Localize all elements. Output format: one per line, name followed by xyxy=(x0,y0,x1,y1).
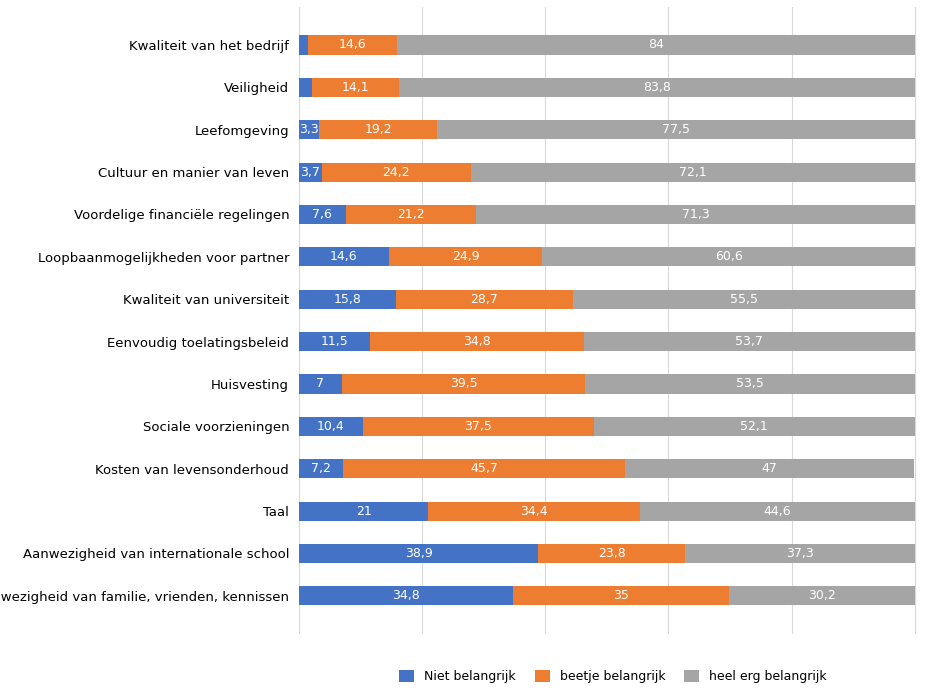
Bar xyxy=(321,163,471,182)
Bar xyxy=(594,417,914,436)
Text: 53,7: 53,7 xyxy=(735,335,763,348)
Text: 3,7: 3,7 xyxy=(301,165,320,178)
Bar xyxy=(346,205,476,224)
Bar xyxy=(584,332,914,351)
Bar xyxy=(299,586,513,606)
Bar xyxy=(586,374,914,393)
Bar xyxy=(342,374,586,393)
Bar xyxy=(685,544,914,563)
Bar xyxy=(299,332,370,351)
Bar xyxy=(399,78,914,97)
Text: 37,5: 37,5 xyxy=(464,420,492,433)
Text: 71,3: 71,3 xyxy=(682,208,710,221)
Text: 21,2: 21,2 xyxy=(397,208,425,221)
Bar xyxy=(513,586,729,606)
Text: 23,8: 23,8 xyxy=(598,547,626,560)
Text: 10,4: 10,4 xyxy=(317,420,345,433)
Bar xyxy=(299,289,396,309)
Text: 3,3: 3,3 xyxy=(299,123,318,136)
Text: 7,2: 7,2 xyxy=(311,462,331,475)
Bar xyxy=(307,35,398,54)
Text: 47: 47 xyxy=(761,462,777,475)
Legend: Niet belangrijk, beetje belangrijk, heel erg belangrijk: Niet belangrijk, beetje belangrijk, heel… xyxy=(394,665,831,688)
Text: 44,6: 44,6 xyxy=(764,504,791,517)
Bar xyxy=(476,205,915,224)
Text: 14,6: 14,6 xyxy=(330,250,358,263)
Text: 11,5: 11,5 xyxy=(320,335,348,348)
Text: 21: 21 xyxy=(356,504,372,517)
Text: 72,1: 72,1 xyxy=(679,165,707,178)
Bar xyxy=(640,502,914,521)
Bar xyxy=(299,544,538,563)
Text: 34,8: 34,8 xyxy=(392,589,420,602)
Bar xyxy=(625,459,914,478)
Text: 28,7: 28,7 xyxy=(471,293,499,306)
Text: 37,3: 37,3 xyxy=(786,547,814,560)
Text: 34,8: 34,8 xyxy=(463,335,490,348)
Bar xyxy=(542,247,915,267)
Bar xyxy=(471,163,914,182)
Bar xyxy=(299,502,428,521)
Text: 34,4: 34,4 xyxy=(520,504,548,517)
Bar xyxy=(299,374,342,393)
Bar xyxy=(312,78,399,97)
Bar xyxy=(428,502,640,521)
Bar xyxy=(299,163,321,182)
Text: 30,2: 30,2 xyxy=(808,589,836,602)
Bar xyxy=(299,459,343,478)
Text: 35: 35 xyxy=(613,589,629,602)
Bar xyxy=(343,459,625,478)
Text: 19,2: 19,2 xyxy=(364,123,392,136)
Text: 14,1: 14,1 xyxy=(342,81,369,94)
Text: 7,6: 7,6 xyxy=(312,208,333,221)
Bar xyxy=(299,78,312,97)
Bar xyxy=(299,35,307,54)
Text: 77,5: 77,5 xyxy=(662,123,690,136)
Bar xyxy=(299,120,319,139)
Text: 7: 7 xyxy=(317,378,324,391)
Bar xyxy=(396,289,573,309)
Bar xyxy=(370,332,584,351)
Text: 84: 84 xyxy=(648,39,664,52)
Text: 53,5: 53,5 xyxy=(736,378,764,391)
Text: 15,8: 15,8 xyxy=(333,293,361,306)
Bar xyxy=(363,417,594,436)
Bar xyxy=(299,205,346,224)
Bar xyxy=(389,247,542,267)
Text: 14,6: 14,6 xyxy=(339,39,366,52)
Bar xyxy=(398,35,914,54)
Text: 24,9: 24,9 xyxy=(452,250,479,263)
Bar xyxy=(319,120,437,139)
Text: 45,7: 45,7 xyxy=(470,462,498,475)
Text: 60,6: 60,6 xyxy=(715,250,743,263)
Bar xyxy=(299,417,363,436)
Bar xyxy=(729,586,914,606)
Bar xyxy=(573,289,914,309)
Text: 52,1: 52,1 xyxy=(741,420,768,433)
Bar xyxy=(538,544,685,563)
Text: 83,8: 83,8 xyxy=(643,81,671,94)
Text: 55,5: 55,5 xyxy=(729,293,757,306)
Bar xyxy=(299,247,389,267)
Text: 24,2: 24,2 xyxy=(382,165,410,178)
Text: 38,9: 38,9 xyxy=(404,547,432,560)
Text: 39,5: 39,5 xyxy=(450,378,477,391)
Bar xyxy=(437,120,914,139)
